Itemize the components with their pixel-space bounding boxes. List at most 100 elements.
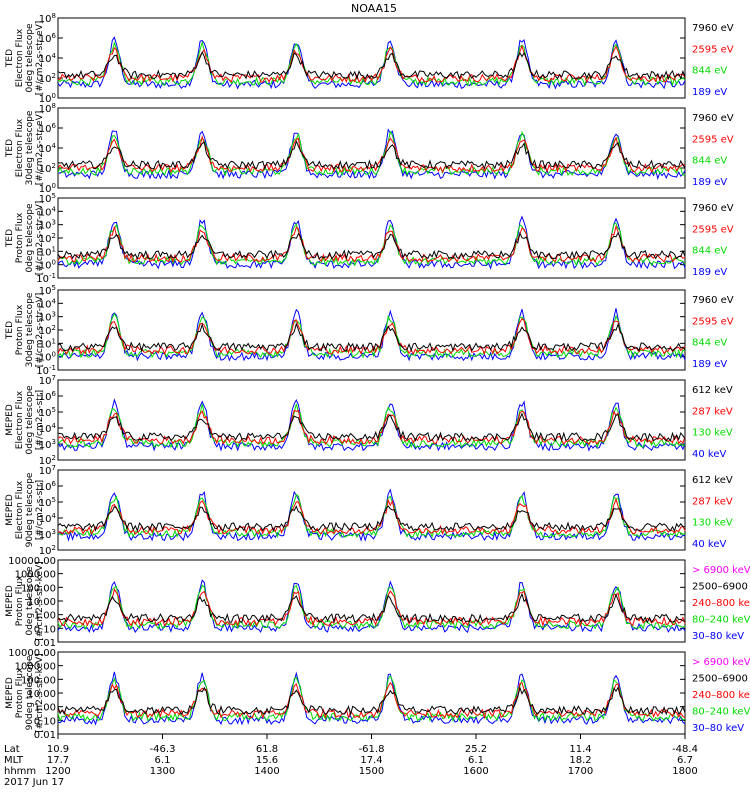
y-tick-label: 103 — [39, 528, 56, 541]
legend-entry: 2595 eV — [692, 134, 734, 145]
x-tick-hhmm: 1500 — [359, 766, 384, 777]
y-tick-label: 105 — [39, 192, 56, 205]
y-axis-label-line: Electron Flux — [15, 118, 25, 177]
y-tick-label: 105 — [39, 284, 56, 297]
y-axis-label-line: Proton Flux — [15, 667, 25, 718]
x-tick-hhmm: 1200 — [45, 766, 70, 777]
x-tick-hhmm: 1600 — [463, 766, 488, 777]
legend-entry: 2595 eV — [692, 224, 734, 235]
y-tick-label: 102 — [39, 162, 56, 175]
y-axis-label-line: Proton Flux — [15, 304, 25, 355]
y-tick-label: 104 — [39, 297, 57, 310]
y-tick-label: 102 — [39, 72, 56, 85]
legend-entry: 40 keV — [692, 449, 726, 460]
trace-green — [57, 675, 686, 723]
panel-frame — [57, 379, 686, 461]
trace-red — [57, 588, 686, 628]
y-tick-label: 104 — [39, 422, 57, 435]
trace-blue — [57, 36, 686, 90]
x-row-label: Lat — [4, 744, 20, 755]
panel-meped-proton-90deg: 0.010.101.0010.00100.001000.0010000.00ME… — [5, 648, 750, 741]
y-tick-label: 105 — [39, 496, 56, 509]
legend-entry: 287 keV — [692, 406, 733, 417]
legend-entry: 130 keV — [692, 428, 733, 439]
y-axis-label-line: [#/cm2-s-str-eV] — [35, 293, 45, 368]
trace-black — [57, 139, 686, 171]
panel-traces — [57, 488, 686, 542]
y-axis-label: TED Electron Flux 30deg telescope [#/cm2-s-… — [5, 110, 45, 185]
y-axis-label-line: [#/cm2-s-str-eV] — [35, 111, 45, 186]
panel-frame — [57, 559, 686, 643]
trace-blue — [57, 398, 686, 452]
y-tick-label: 106 — [39, 32, 57, 45]
trace-black — [57, 505, 686, 533]
legend-entry: 40 keV — [692, 539, 726, 550]
legend-entry: 612 keV — [692, 385, 733, 396]
panel-traces — [57, 36, 686, 90]
x-tick-lat: 11.4 — [569, 744, 591, 755]
y-tick-label: 0.01 — [34, 730, 56, 741]
y-tick-label: 100 — [39, 259, 56, 272]
trace-black — [57, 322, 686, 353]
trace-black — [57, 686, 686, 717]
trace-red — [57, 224, 686, 264]
legend-entry: 240–800 keV — [692, 598, 750, 609]
y-tick-label: 0.10 — [34, 716, 56, 727]
legend-entry: 189 eV — [692, 87, 727, 98]
trace-black — [57, 592, 686, 624]
y-tick-label: 1000.00 — [15, 662, 56, 673]
y-axis-label: MEPED Proton Flux 0deg telescope [#/cm2-s-s… — [5, 561, 45, 640]
panel-frame — [57, 17, 686, 99]
y-tick-label: 107 — [39, 464, 56, 477]
trace-red — [57, 318, 686, 356]
legend-entry: 2500–6900 — [692, 674, 748, 685]
y-axis-label-line: TED — [5, 49, 15, 68]
y-tick-label: 103 — [39, 311, 56, 324]
trace-blue — [57, 215, 686, 270]
y-tick-label: 108 — [39, 12, 56, 25]
x-tick-mlt: 6.7 — [677, 755, 693, 766]
x-tick-mlt: 6.1 — [155, 755, 171, 766]
y-tick-label: 100 — [39, 182, 56, 195]
trace-green — [57, 312, 686, 359]
y-tick-label: 102 — [39, 544, 56, 557]
y-tick-label: 106 — [39, 390, 57, 403]
legend-entry: 287 keV — [692, 496, 733, 507]
figure-title: NOAA15 — [351, 2, 397, 15]
legend-entry: 80–240 keV — [692, 615, 750, 626]
panel-traces — [57, 671, 686, 726]
y-tick-label: 10.00 — [27, 689, 56, 700]
panel-traces — [57, 398, 686, 452]
legend-entry: 7960 eV — [692, 295, 734, 306]
y-axis-label: TED Proton Flux 30deg telescope [#/cm2-s-st… — [5, 292, 45, 367]
x-tick-lat: -48.4 — [672, 744, 698, 755]
panel-frame — [57, 651, 686, 735]
x-row-label: hhmm — [4, 766, 36, 777]
y-tick-label: 101 — [39, 245, 56, 258]
legend-entry: 844 eV — [692, 246, 727, 257]
y-axis-label: TED Proton Flux 0deg telescope [#/cm2-s-str… — [5, 201, 45, 276]
panel-traces — [57, 308, 686, 362]
x-tick-lat: 61.8 — [256, 744, 278, 755]
x-tick-hhmm: 1800 — [672, 766, 697, 777]
y-tick-label: 102 — [39, 232, 56, 245]
y-axis-label-line: 90deg telescope — [25, 655, 35, 730]
y-tick-label: 1000.00 — [15, 570, 56, 581]
panel-traces — [57, 215, 686, 270]
y-axis-label-line: 0deg telescope — [25, 385, 35, 455]
y-tick-label: 10-1 — [36, 364, 56, 377]
y-tick-label: 105 — [39, 406, 56, 419]
legend-entry: 240–800 keV — [692, 690, 750, 701]
y-axis-label-line: [#/cm2-s-str] — [35, 480, 45, 540]
trace-red — [57, 44, 686, 84]
legend-entry: 844 eV — [692, 66, 727, 77]
y-axis-label-line: Electron Flux — [15, 28, 25, 87]
legend-entry: 30–80 keV — [692, 723, 744, 734]
trace-red — [57, 135, 686, 174]
legend-entry: 2595 eV — [692, 316, 734, 327]
y-tick-label: 104 — [39, 512, 57, 525]
